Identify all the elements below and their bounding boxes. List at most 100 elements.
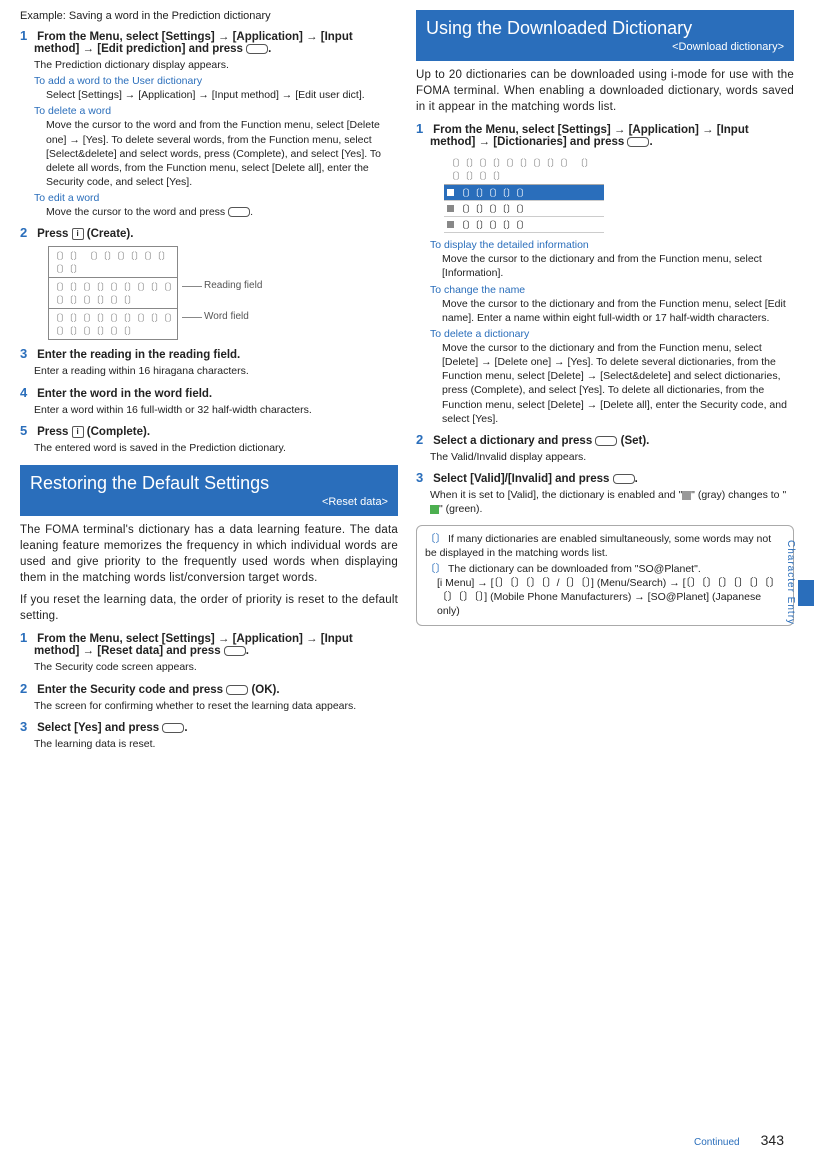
step-body: When it is set to [Valid], the dictionar… (430, 488, 794, 516)
i-button-icon: i (72, 228, 84, 240)
ok-button-icon (627, 137, 649, 147)
diagram-row: 〔〕〔〕 〔〕〔〕〔〕〔〕〔〕〔〕〔〕〔〕 (48, 246, 178, 277)
banner-subtitle: <Download dictionary> (426, 41, 784, 53)
step-2: 2 Press i (Create). 〔〕〔〕 〔〕〔〕〔〕〔〕〔〕〔〕〔〕〔… (34, 225, 398, 340)
note-item: 〔〕The dictionary can be downloaded from … (425, 562, 785, 619)
subheading: To delete a dictionary (430, 328, 794, 340)
step-number: 1 (20, 28, 34, 43)
subheading: To display the detailed information (430, 239, 794, 251)
step-heading: Enter the word in the word field. (37, 388, 212, 400)
note-box: 〔〕If many dictionaries are enabled simul… (416, 525, 794, 626)
ok-button-icon (226, 685, 248, 695)
step-number: 5 (20, 423, 34, 438)
banner-subtitle: <Reset data> (30, 496, 388, 508)
example-title: Example: Saving a word in the Prediction… (20, 10, 398, 22)
step-number: 1 (20, 630, 34, 645)
banner-title: Using the Downloaded Dictionary (426, 18, 784, 39)
ok-button-icon (613, 474, 635, 484)
step-3: 3 Enter the reading in the reading field… (34, 346, 398, 378)
step-heading: From the Menu, select [Settings] → [Appl… (430, 124, 749, 148)
sub-body: Move the cursor to the word and from the… (46, 118, 398, 189)
note-item: 〔〕If many dictionaries are enabled simul… (425, 532, 785, 560)
step-body: The Security code screen appears. (34, 660, 398, 674)
ok-button-icon (228, 207, 250, 217)
step-heading: Select [Valid]/[Invalid] and press . (433, 473, 638, 485)
sub-body: Move the cursor to the word and press . (46, 205, 398, 219)
reset-step-2: 2 Enter the Security code and press (OK)… (34, 681, 398, 713)
left-column: Example: Saving a word in the Prediction… (20, 10, 398, 757)
step-number: 3 (20, 346, 34, 361)
step-heading: Select [Yes] and press . (37, 722, 188, 734)
subheading: To change the name (430, 284, 794, 296)
continued-label: Continued (694, 1137, 740, 1148)
step-heading: Select a dictionary and press (Set). (433, 435, 649, 447)
screen-item: 〔〕〔〕〔〕〔〕〔〕 (444, 217, 604, 233)
bullet-icon: 〔〕 (425, 533, 446, 545)
ok-button-icon (595, 436, 617, 446)
step-number: 3 (20, 719, 34, 734)
subheading: To add a word to the User dictionary (34, 75, 398, 87)
step-body: The screen for confirming whether to res… (34, 699, 398, 713)
paragraph: If you reset the learning data, the orde… (20, 592, 398, 624)
diagram-row-word: 〔〕〔〕〔〕〔〕〔〕〔〕〔〕〔〕〔〕〔〕〔〕〔〕〔〕〔〕〔〕Word field (48, 308, 178, 340)
sub-body: Move the cursor to the dictionary and fr… (442, 341, 794, 426)
word-field-label: Word field (204, 311, 249, 322)
step-heading: Press i (Complete). (37, 426, 150, 438)
chapter-label: Character Entry (785, 540, 796, 625)
gray-square-icon (682, 491, 691, 500)
step-heading: Press i (Create). (37, 228, 133, 240)
page: Example: Saving a word in the Prediction… (0, 0, 814, 777)
paragraph: Up to 20 dictionaries can be downloaded … (416, 67, 794, 115)
section-banner-restore: Restoring the Default Settings <Reset da… (20, 465, 398, 516)
screen-item: 〔〕〔〕〔〕〔〕〔〕 (444, 201, 604, 217)
item-icon (447, 205, 454, 212)
step-heading: Enter the Security code and press (OK). (37, 684, 280, 696)
sub-body: Move the cursor to the dictionary and fr… (442, 252, 794, 280)
step-body: Enter a word within 16 full-width or 32 … (34, 403, 398, 417)
step-5: 5 Press i (Complete). The entered word i… (34, 423, 398, 455)
i-button-icon: i (72, 426, 84, 438)
step-number: 2 (20, 681, 34, 696)
sub-body: Select [Settings] → [Application] → [Inp… (46, 88, 398, 102)
sub-body: Move the cursor to the dictionary and fr… (442, 297, 794, 325)
step-heading: From the Menu, select [Settings] → [Appl… (34, 633, 353, 657)
step-4: 4 Enter the word in the word field. Ente… (34, 385, 398, 417)
side-tab-indicator (798, 580, 814, 606)
step-number: 2 (416, 432, 430, 447)
diagram-row-reading: 〔〕〔〕〔〕〔〕〔〕〔〕〔〕〔〕〔〕〔〕〔〕〔〕〔〕〔〕〔〕Reading fi… (48, 277, 178, 308)
section-banner-download: Using the Downloaded Dictionary <Downloa… (416, 10, 794, 61)
page-number: 343 (761, 1132, 784, 1148)
step-body: The entered word is saved in the Predict… (34, 441, 398, 455)
step-heading: From the Menu, select [Settings] → [Appl… (34, 31, 353, 55)
dict-step-1: 1 From the Menu, select [Settings] → [Ap… (430, 121, 794, 426)
paragraph: The FOMA terminal's dictionary has a dat… (20, 522, 398, 586)
diagram: 〔〕〔〕 〔〕〔〕〔〕〔〕〔〕〔〕〔〕〔〕 〔〕〔〕〔〕〔〕〔〕〔〕〔〕〔〕〔〕… (48, 246, 398, 340)
item-icon (447, 189, 454, 196)
step-body: The Valid/Invalid display appears. (430, 450, 794, 464)
step-number: 3 (416, 470, 430, 485)
reset-step-1: 1 From the Menu, select [Settings] → [Ap… (34, 630, 398, 674)
dict-step-3: 3 Select [Valid]/[Invalid] and press . W… (430, 470, 794, 516)
ok-button-icon (224, 646, 246, 656)
reading-field-label: Reading field (204, 280, 262, 291)
subheading: To edit a word (34, 192, 398, 204)
screen-item-active: 〔〕〔〕〔〕〔〕〔〕 (444, 185, 604, 201)
screen-mockup: 〔〕〔〕〔〕〔〕〔〕〔〕〔〕〔〕〔〕 〔〕〔〕〔〕〔〕〔〕 〔〕〔〕〔〕〔〕〔〕… (444, 154, 604, 233)
subheading: To delete a word (34, 105, 398, 117)
step-number: 2 (20, 225, 34, 240)
reset-step-3: 3 Select [Yes] and press . The learning … (34, 719, 398, 751)
step-body: The learning data is reset. (34, 737, 398, 751)
step-heading: Enter the reading in the reading field. (37, 349, 240, 361)
step-1: 1 From the Menu, select [Settings] → [Ap… (34, 28, 398, 219)
item-icon (447, 221, 454, 228)
screen-header: 〔〕〔〕〔〕〔〕〔〕〔〕〔〕〔〕〔〕 〔〕〔〕〔〕〔〕〔〕 (444, 154, 604, 185)
banner-title: Restoring the Default Settings (30, 473, 388, 494)
green-square-icon (430, 505, 439, 514)
right-column: Using the Downloaded Dictionary <Downloa… (416, 10, 794, 757)
step-number: 4 (20, 385, 34, 400)
step-body: The Prediction dictionary display appear… (34, 58, 398, 72)
bullet-icon: 〔〕 (425, 563, 446, 575)
footer: Continued 343 (694, 1132, 784, 1148)
step-body: Enter a reading within 16 hiragana chara… (34, 364, 398, 378)
dict-step-2: 2 Select a dictionary and press (Set). T… (430, 432, 794, 464)
